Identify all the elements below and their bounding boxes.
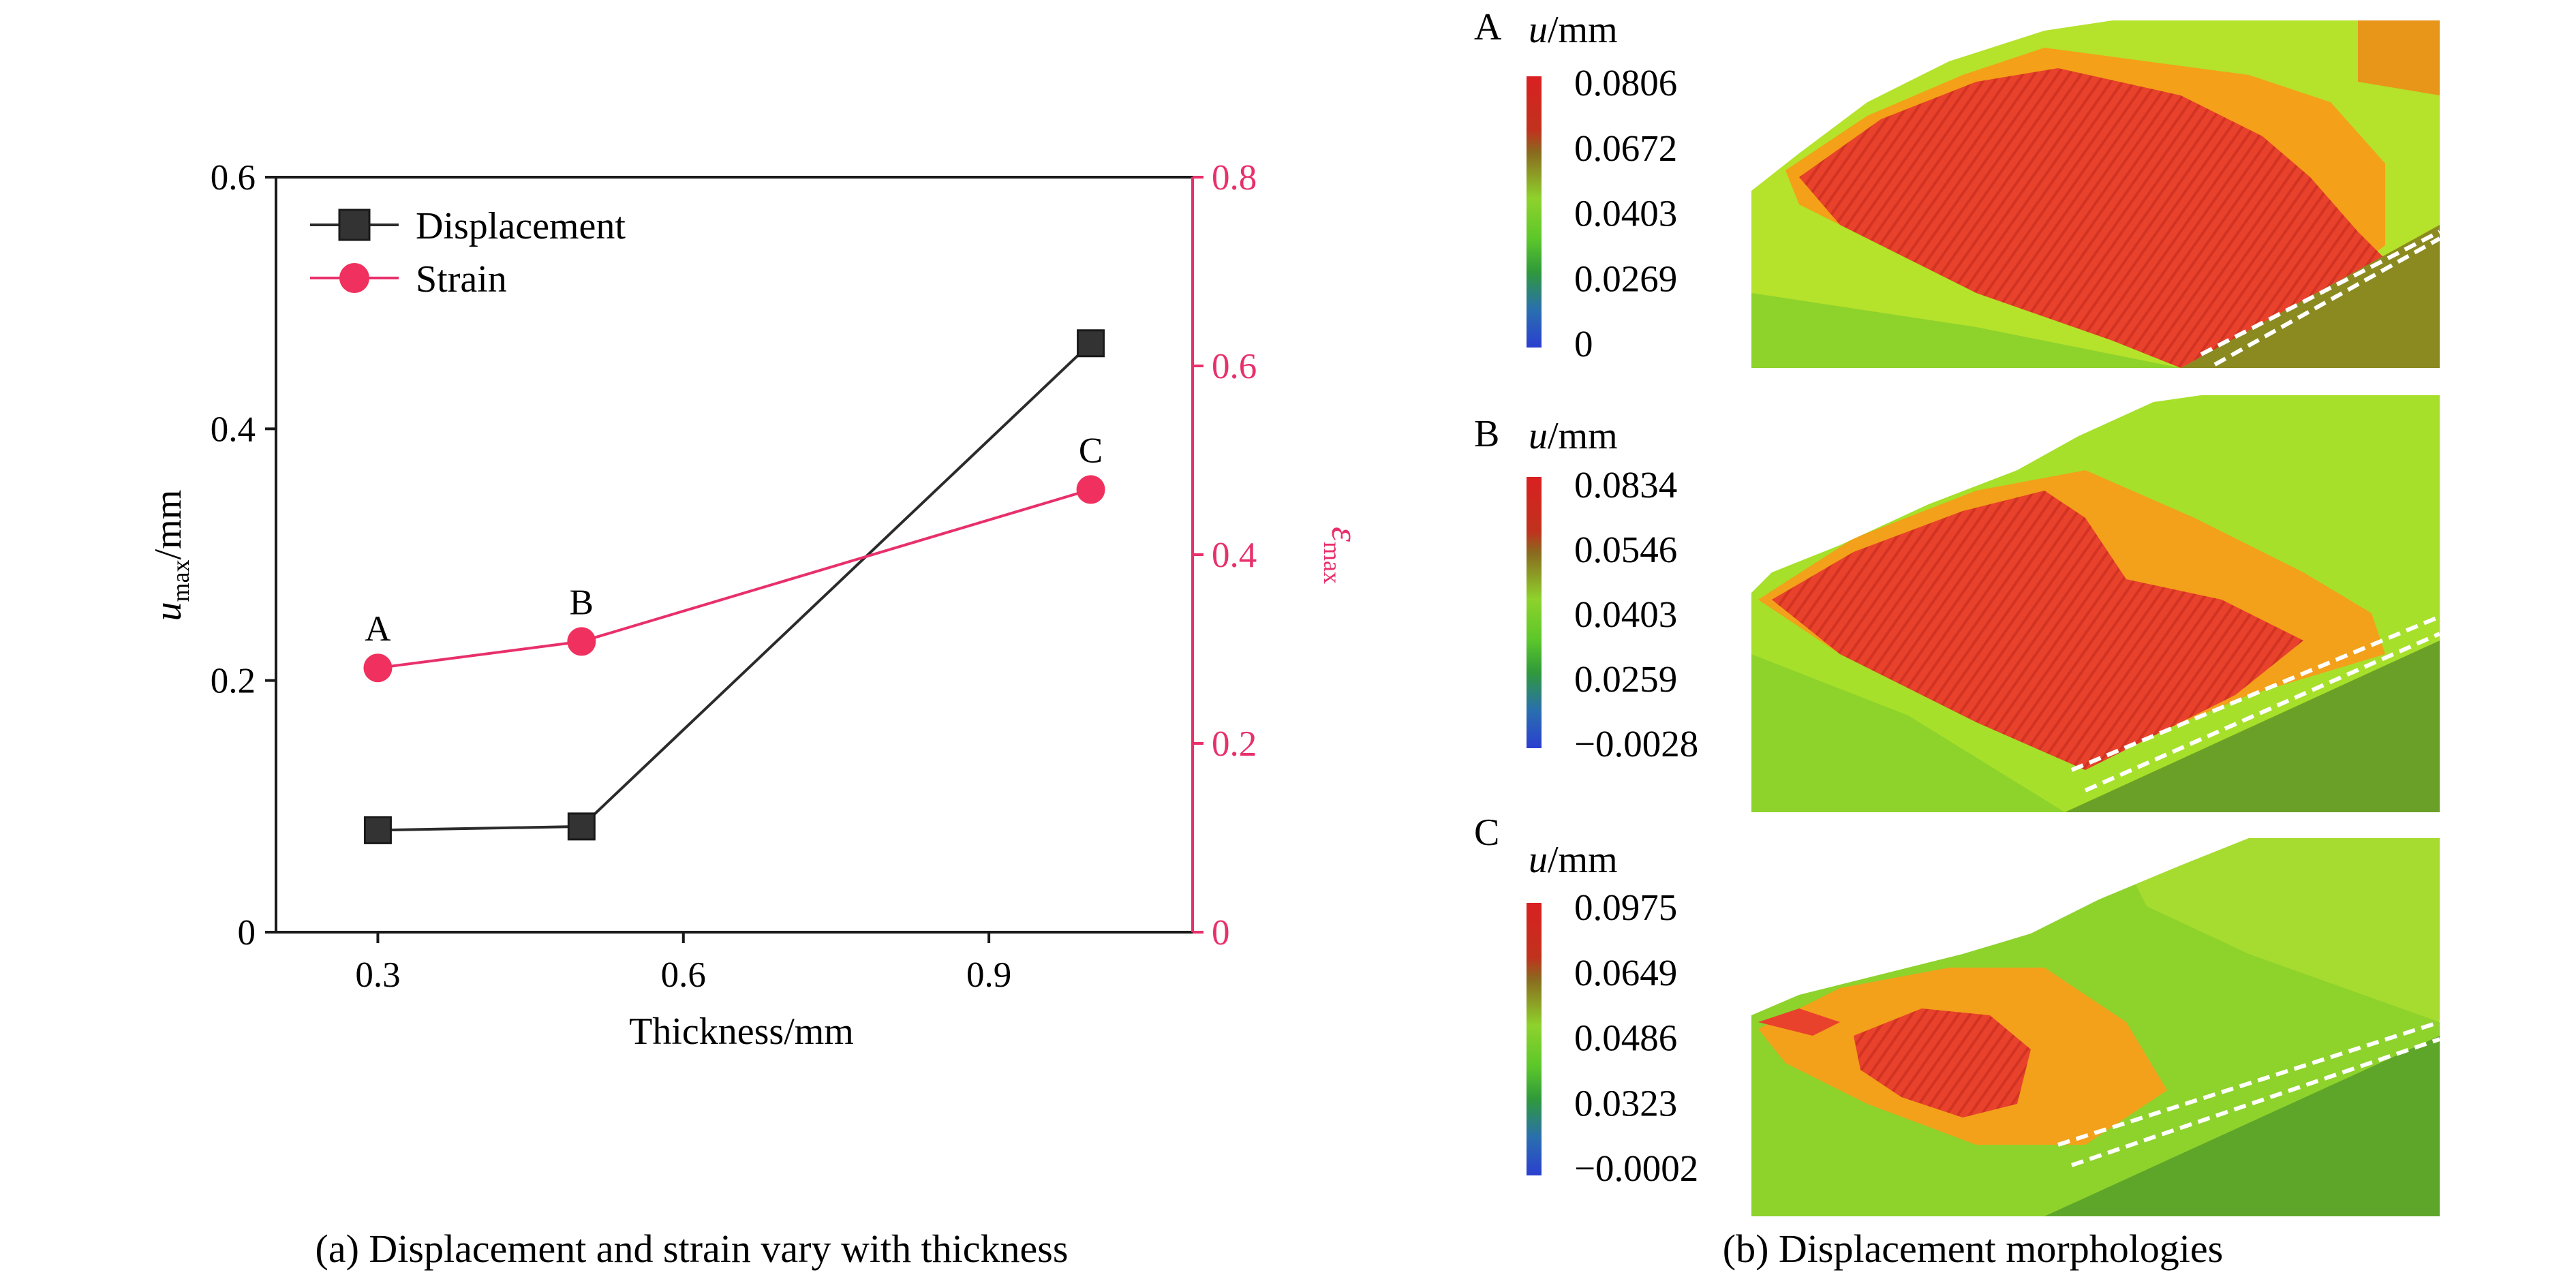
legend-marker-displacement <box>338 209 371 241</box>
panel-c-colorbar-ticks: 0.0975 0.0649 0.0486 0.0323 −0.0002 <box>1574 887 1698 1189</box>
point-label-B: B <box>570 583 594 622</box>
y-right-tick-label-0: 0 <box>1212 913 1230 953</box>
series-line-strain <box>378 488 1092 670</box>
marker-strain-0 <box>363 653 393 683</box>
x-axis-label: Thickness/mm <box>629 1011 854 1053</box>
panel-c-letter: C <box>1474 812 1499 854</box>
caption-right: (b) Displacement morphologies <box>1723 1227 2224 1271</box>
panel-a: A u/mm 0.0806 0.0672 0.0403 0.0269 0 <box>1474 6 2440 368</box>
left-axis-ticks: 0 0.2 0.4 0.6 <box>211 158 276 953</box>
right-axis-ticks: 0 0.2 0.4 0.6 0.8 <box>1193 158 1257 953</box>
legend-label-displacement: Displacement <box>416 205 626 247</box>
colorbar-tick-label: 0.0546 <box>1574 529 1677 570</box>
marker-displacement-1 <box>567 812 596 841</box>
point-label-C: C <box>1079 431 1103 470</box>
series-markers <box>363 329 1105 844</box>
y-right-tick-label-4: 0.8 <box>1212 158 1257 198</box>
marker-strain-1 <box>567 627 596 656</box>
series-line-displacement <box>378 342 1092 832</box>
colorbar-tick-label: 0.0269 <box>1574 258 1677 299</box>
y-right-tick-label-2: 0.4 <box>1212 536 1257 575</box>
plot-frame <box>275 176 1194 934</box>
y-left-tick-label-2: 0.4 <box>211 410 256 449</box>
colorbar-tick-label: −0.0002 <box>1574 1147 1698 1189</box>
colorbar-tick-label: 0.0259 <box>1574 658 1677 700</box>
panel-b-letter: B <box>1474 413 1499 455</box>
colorbar-tick-label: 0.0323 <box>1574 1082 1677 1124</box>
panel-c-colorbar <box>1527 903 1542 1175</box>
panel-c-contour-image <box>1751 838 2440 1216</box>
panel-c: C u/mm 0.0975 0.0649 0.0486 0.0323 −0.0002 <box>1474 812 2440 1216</box>
y-axis-right-label: εmax <box>1319 527 1366 584</box>
point-label-A: A <box>365 609 390 649</box>
colorbar-tick-label: 0.0649 <box>1574 952 1677 993</box>
colorbar-tick-label: 0.0403 <box>1574 193 1677 234</box>
panel-a-colorbar-ticks: 0.0806 0.0672 0.0403 0.0269 0 <box>1574 62 1677 365</box>
y-left-symbol: u <box>147 602 189 621</box>
x-tick-label-0: 0.3 <box>355 955 400 995</box>
legend: Displacement Strain <box>310 205 626 301</box>
panel-b-contour-image <box>1751 395 2440 812</box>
colorbar-tick-label: −0.0028 <box>1574 723 1698 765</box>
y-left-unit: /mm <box>147 490 189 560</box>
y-right-tick-label-3: 0.6 <box>1212 347 1257 386</box>
marker-displacement-0 <box>363 816 392 844</box>
panel-b: B u/mm 0.0834 0.0546 0.0403 0.0259 −0.0028 <box>1474 395 2440 812</box>
colorbar-tick-label: 0.0403 <box>1574 594 1677 635</box>
colorbar-tick-label: 0 <box>1574 323 1593 365</box>
displacement-morphologies: A u/mm 0.0806 0.0672 0.0403 0.0269 0 B u/mm … <box>1474 6 2440 1271</box>
panel-c-unit: u/mm <box>1529 839 1618 881</box>
y-left-tick-label-1: 0.2 <box>211 662 256 701</box>
panel-a-contour-image <box>1751 20 2440 368</box>
y-left-subscript: max <box>167 559 194 602</box>
colorbar-tick-label: 0.0486 <box>1574 1017 1677 1059</box>
y-left-tick-label-3: 0.6 <box>211 158 256 198</box>
x-tick-label-2: 0.9 <box>966 955 1011 995</box>
colorbar-tick-label: 0.0975 <box>1574 887 1677 928</box>
y-right-symbol: ε <box>1323 527 1366 542</box>
panel-a-unit: u/mm <box>1529 9 1618 51</box>
colorbar-tick-label: 0.0806 <box>1574 62 1677 104</box>
panel-b-colorbar-ticks: 0.0834 0.0546 0.0403 0.0259 −0.0028 <box>1574 464 1698 765</box>
caption-left: (a) Displacement and strain vary with th… <box>316 1227 1069 1271</box>
legend-label-strain: Strain <box>416 258 507 301</box>
y-right-tick-label-1: 0.2 <box>1212 724 1257 764</box>
marker-strain-2 <box>1076 475 1105 504</box>
panel-a-colorbar <box>1527 76 1542 348</box>
y-left-tick-label-0: 0 <box>238 913 256 953</box>
series-lines <box>378 342 1092 832</box>
panel-b-colorbar <box>1527 477 1542 748</box>
marker-displacement-2 <box>1077 329 1105 358</box>
colorbar-tick-label: 0.0672 <box>1574 127 1677 169</box>
colorbar-tick-label: 0.0834 <box>1574 464 1677 506</box>
dual-axis-line-chart: 0 0.2 0.4 0.6 0 0.2 0.4 0.6 0.8 0.3 0.6 0.9 A B C T… <box>147 158 1366 1271</box>
y-axis-left-label: umax/mm <box>147 490 194 621</box>
y-right-subscript: max <box>1319 542 1346 584</box>
point-labels: A B C <box>365 431 1103 649</box>
x-axis-ticks: 0.3 0.6 0.9 <box>355 932 1011 995</box>
panel-b-unit: u/mm <box>1529 415 1618 457</box>
legend-marker-strain <box>339 263 369 293</box>
x-tick-label-1: 0.6 <box>661 955 706 995</box>
panel-a-letter: A <box>1474 6 1502 48</box>
